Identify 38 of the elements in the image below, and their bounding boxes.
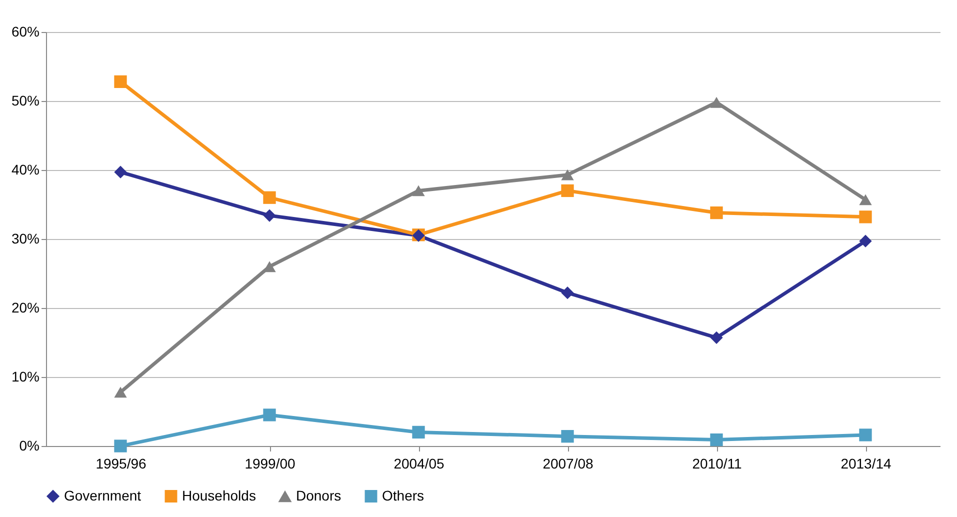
point: [710, 96, 723, 108]
point: [114, 440, 127, 452]
legend-label: Government: [64, 487, 142, 504]
point: [561, 184, 574, 198]
legend-label: Others: [382, 487, 424, 504]
y-tick-label: 0%: [19, 438, 40, 454]
point: [263, 191, 276, 204]
y-tick-label: 60%: [11, 24, 40, 40]
point: [114, 75, 127, 88]
point: [114, 386, 127, 398]
point: [263, 209, 276, 222]
point: [561, 286, 574, 300]
point: [263, 408, 276, 422]
y-tick-label: 30%: [11, 230, 40, 246]
point: [710, 433, 723, 446]
x-tick-label: 1995/96: [96, 456, 147, 472]
point: [859, 194, 872, 206]
y-tick-label: 40%: [11, 162, 40, 178]
point: [412, 185, 425, 196]
point: [561, 169, 574, 180]
x-tick-label: 2010/11: [692, 456, 742, 472]
legend-label: Donors: [296, 488, 342, 504]
x-tick-label: 2007/08: [542, 456, 594, 472]
point: [710, 331, 723, 344]
y-tick-label: 10%: [11, 368, 40, 384]
point: [710, 206, 723, 220]
x-tick-label: 2013/14: [840, 456, 892, 472]
x-tick-label: 1999/00: [244, 456, 296, 472]
point: [561, 430, 574, 443]
point: [859, 234, 872, 248]
point: [412, 426, 425, 439]
legend-label: Households: [182, 487, 256, 504]
point: [859, 210, 872, 224]
y-tick-label: 20%: [11, 300, 40, 316]
point: [859, 428, 872, 442]
y-tick-label: 50%: [11, 92, 40, 108]
x-tick-label: 2004/05: [394, 456, 445, 472]
point: [114, 166, 127, 178]
